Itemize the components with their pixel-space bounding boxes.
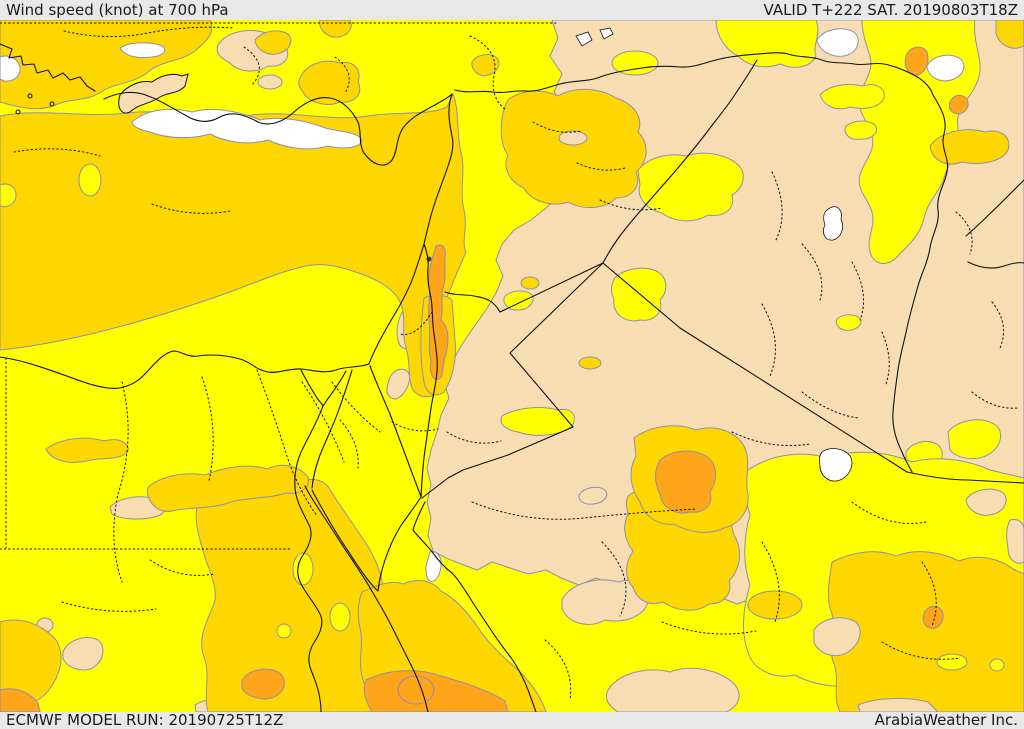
brand-label: ArabiaWeather Inc. — [874, 711, 1018, 729]
valid-time-label: VALID T+222 SAT. 20190803T18Z — [763, 1, 1018, 19]
red-sea-east-coast — [412, 501, 537, 712]
egypt-israel-border — [369, 365, 422, 498]
sinai-coast — [311, 489, 422, 592]
coastline-layer — [0, 43, 1024, 712]
lake-razzaza — [819, 448, 853, 482]
nile-river — [294, 369, 347, 712]
cyprus-island — [118, 73, 189, 114]
map-canvas — [0, 20, 1024, 712]
jordan-saudi-border — [421, 262, 604, 499]
turkey-syria-border — [454, 52, 934, 96]
map-title: Wind speed (knot) at 700 hPa — [6, 1, 229, 19]
suez-canal — [311, 369, 353, 489]
persian-gulf-coast — [967, 261, 1024, 269]
iraq-saudi-border — [602, 262, 1024, 484]
model-run-label: ECMWF MODEL RUN: 20190725T12Z — [6, 711, 284, 729]
syria-iraq-border — [602, 59, 758, 264]
wind-contour-map — [0, 20, 1024, 712]
egypt-coast — [0, 350, 370, 389]
iran-iraq-border — [892, 94, 949, 473]
contour-gold-layer — [0, 20, 1024, 712]
admin-dotted-layer — [0, 22, 1019, 701]
lake-assad — [575, 31, 593, 47]
contour-orange-layer — [0, 46, 969, 712]
jordan-syria-border — [444, 262, 604, 313]
border-layer — [369, 52, 1024, 499]
euphrates-lake — [599, 27, 614, 40]
red-sea-west-coast — [304, 485, 429, 712]
contour-white-layer — [0, 28, 965, 582]
lake-tharthar — [823, 206, 843, 241]
jordan-rift-line — [420, 243, 438, 498]
header-bar: Wind speed (knot) at 700 hPa VALID T+222… — [0, 0, 1024, 20]
footer-bar: ECMWF MODEL RUN: 20190725T12Z ArabiaWeat… — [0, 712, 1024, 729]
lake-layer — [426, 27, 853, 482]
